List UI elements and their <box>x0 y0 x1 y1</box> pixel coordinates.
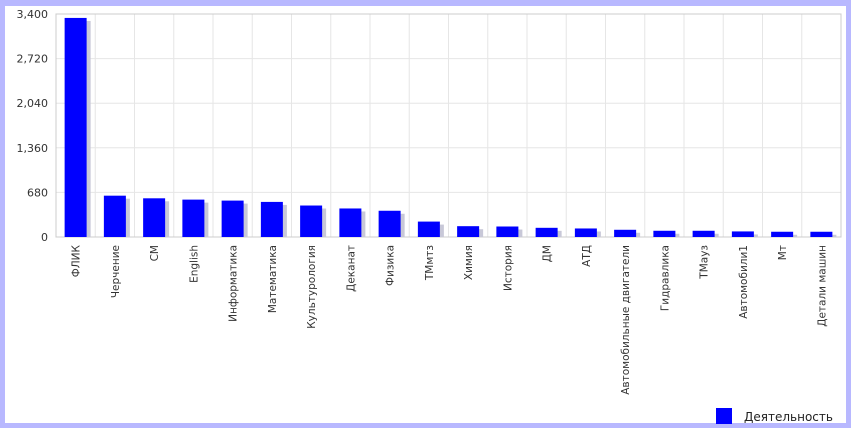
legend: Деятельность <box>716 408 833 424</box>
bar <box>574 228 597 237</box>
y-tick-label: 2,720 <box>17 53 49 66</box>
bar <box>810 231 833 237</box>
bar <box>221 200 244 237</box>
y-tick-label: 680 <box>27 186 48 199</box>
x-tick-label: Автомобильные двигатели <box>620 245 632 395</box>
x-tick-label: Мт <box>777 245 789 260</box>
bar <box>64 17 87 238</box>
x-tick-label: ФЛИК <box>71 244 83 277</box>
bar <box>653 230 676 237</box>
bar <box>457 226 480 237</box>
bar <box>496 226 519 237</box>
bar-series <box>64 17 837 238</box>
x-tick-label: Детали машин <box>816 245 828 327</box>
bar <box>378 210 401 237</box>
x-tick-label: Гидравлика <box>659 245 671 311</box>
plot-area <box>55 13 842 238</box>
x-tick-label: История <box>502 245 514 291</box>
x-tick-label: СМ <box>149 245 161 261</box>
bar <box>260 201 283 237</box>
bar <box>182 199 205 237</box>
bar <box>731 231 754 237</box>
x-tick-label: ДМ <box>542 245 554 262</box>
legend-label: Деятельность <box>744 410 833 424</box>
bar <box>614 229 637 237</box>
bar <box>339 208 362 237</box>
bar <box>103 195 126 237</box>
x-tick-label: Автомобили1 <box>738 245 750 319</box>
x-tick-label: Математика <box>267 245 279 313</box>
x-tick-label: Черчение <box>110 245 122 298</box>
x-tick-label: ТМауз <box>699 245 711 280</box>
x-tick-label: Химия <box>463 245 475 280</box>
x-tick-label: ТМмтз <box>424 245 436 281</box>
bar <box>771 231 794 237</box>
bar <box>417 221 440 237</box>
bar <box>535 227 558 237</box>
grid-layer <box>56 13 841 238</box>
y-tick-label: 0 <box>41 231 48 244</box>
legend-swatch <box>716 408 732 424</box>
x-tick-label: Информатика <box>228 245 240 322</box>
chart-top-band <box>0 0 851 6</box>
x-tick-label: Культурология <box>306 245 318 329</box>
x-tick-label: Физика <box>385 245 397 286</box>
bar <box>300 205 323 237</box>
y-tick-label: 3,400 <box>17 8 49 21</box>
x-axis: ФЛИК Черчение СМ English Информатика Математи… <box>71 244 829 394</box>
x-tick-label: АТД <box>581 245 593 267</box>
y-tick-label: 1,360 <box>17 142 49 155</box>
bar <box>692 230 715 237</box>
y-axis: 0 680 1,360 2,040 2,720 3,400 <box>17 8 49 244</box>
x-tick-label: Деканат <box>345 245 357 292</box>
bar <box>143 198 166 237</box>
x-tick-label: English <box>188 245 200 283</box>
y-tick-label: 2,040 <box>17 97 49 110</box>
